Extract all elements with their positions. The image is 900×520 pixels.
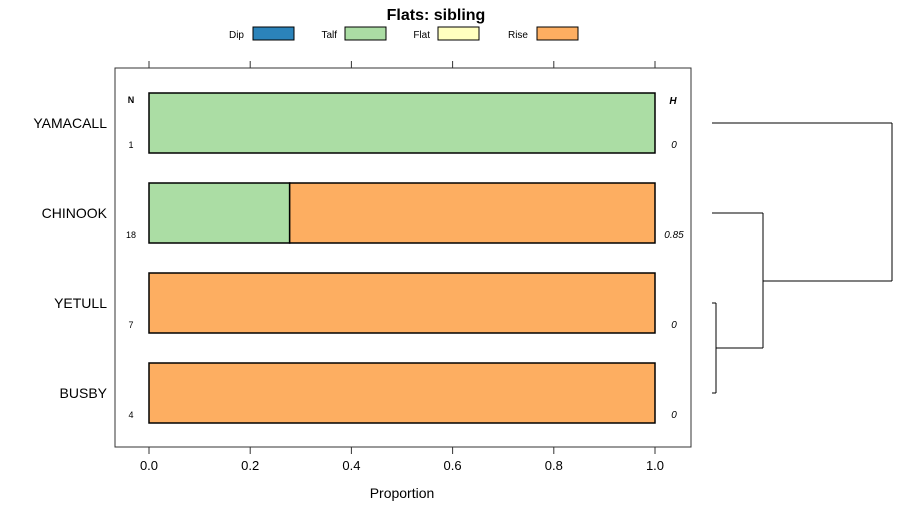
bar-segment-talf — [148, 92, 656, 154]
category-label: YETULL — [54, 295, 107, 311]
h-value: 0.85 — [664, 230, 684, 241]
x-tick-label: 0.0 — [140, 458, 158, 473]
chart-title: Flats: sibling — [387, 7, 486, 24]
x-tick-label: 0.6 — [444, 458, 462, 473]
category-label: BUSBY — [60, 385, 108, 401]
category-label: CHINOOK — [42, 205, 108, 221]
legend-label: Rise — [508, 30, 528, 41]
category-label: YAMACALL — [33, 115, 107, 131]
legend-label: Dip — [229, 30, 244, 41]
n-value: 4 — [128, 410, 133, 420]
legend-swatch — [437, 26, 480, 41]
legend: Dip Talf Flat Rise — [229, 26, 579, 41]
x-tick-label: 0.2 — [241, 458, 259, 473]
bar-segment-talf — [148, 182, 291, 244]
legend-swatch — [536, 26, 579, 41]
n-value: 18 — [126, 230, 136, 240]
h-value: 0 — [671, 140, 677, 151]
x-axis-label: Proportion — [370, 485, 435, 501]
h-value: 0 — [671, 320, 677, 331]
h-header: H — [669, 96, 677, 107]
axes: 0.0 0.2 0.4 0.6 0.8 1.0 — [140, 61, 664, 473]
legend-swatch — [344, 26, 387, 41]
legend-label: Talf — [321, 30, 337, 41]
bar-segment-rise — [288, 182, 656, 244]
legend-swatch — [252, 26, 295, 41]
bar-segment-rise — [148, 362, 656, 424]
n-header: N — [128, 95, 135, 105]
category-labels: YAMACALL CHINOOK YETULL BUSBY — [33, 115, 107, 401]
annotations: N H 1 0 18 0.85 7 0 4 0 — [126, 95, 684, 421]
x-tick-label: 0.4 — [342, 458, 360, 473]
x-tick-label: 0.8 — [545, 458, 563, 473]
h-value: 0 — [671, 410, 677, 421]
bars — [148, 92, 656, 424]
dendrogram — [712, 122, 893, 394]
x-tick-label: 1.0 — [646, 458, 664, 473]
bar-segment-rise — [148, 272, 656, 334]
legend-label: Flat — [413, 30, 430, 41]
n-value: 1 — [128, 140, 133, 150]
plot-panel — [114, 67, 692, 448]
n-value: 7 — [128, 320, 133, 330]
